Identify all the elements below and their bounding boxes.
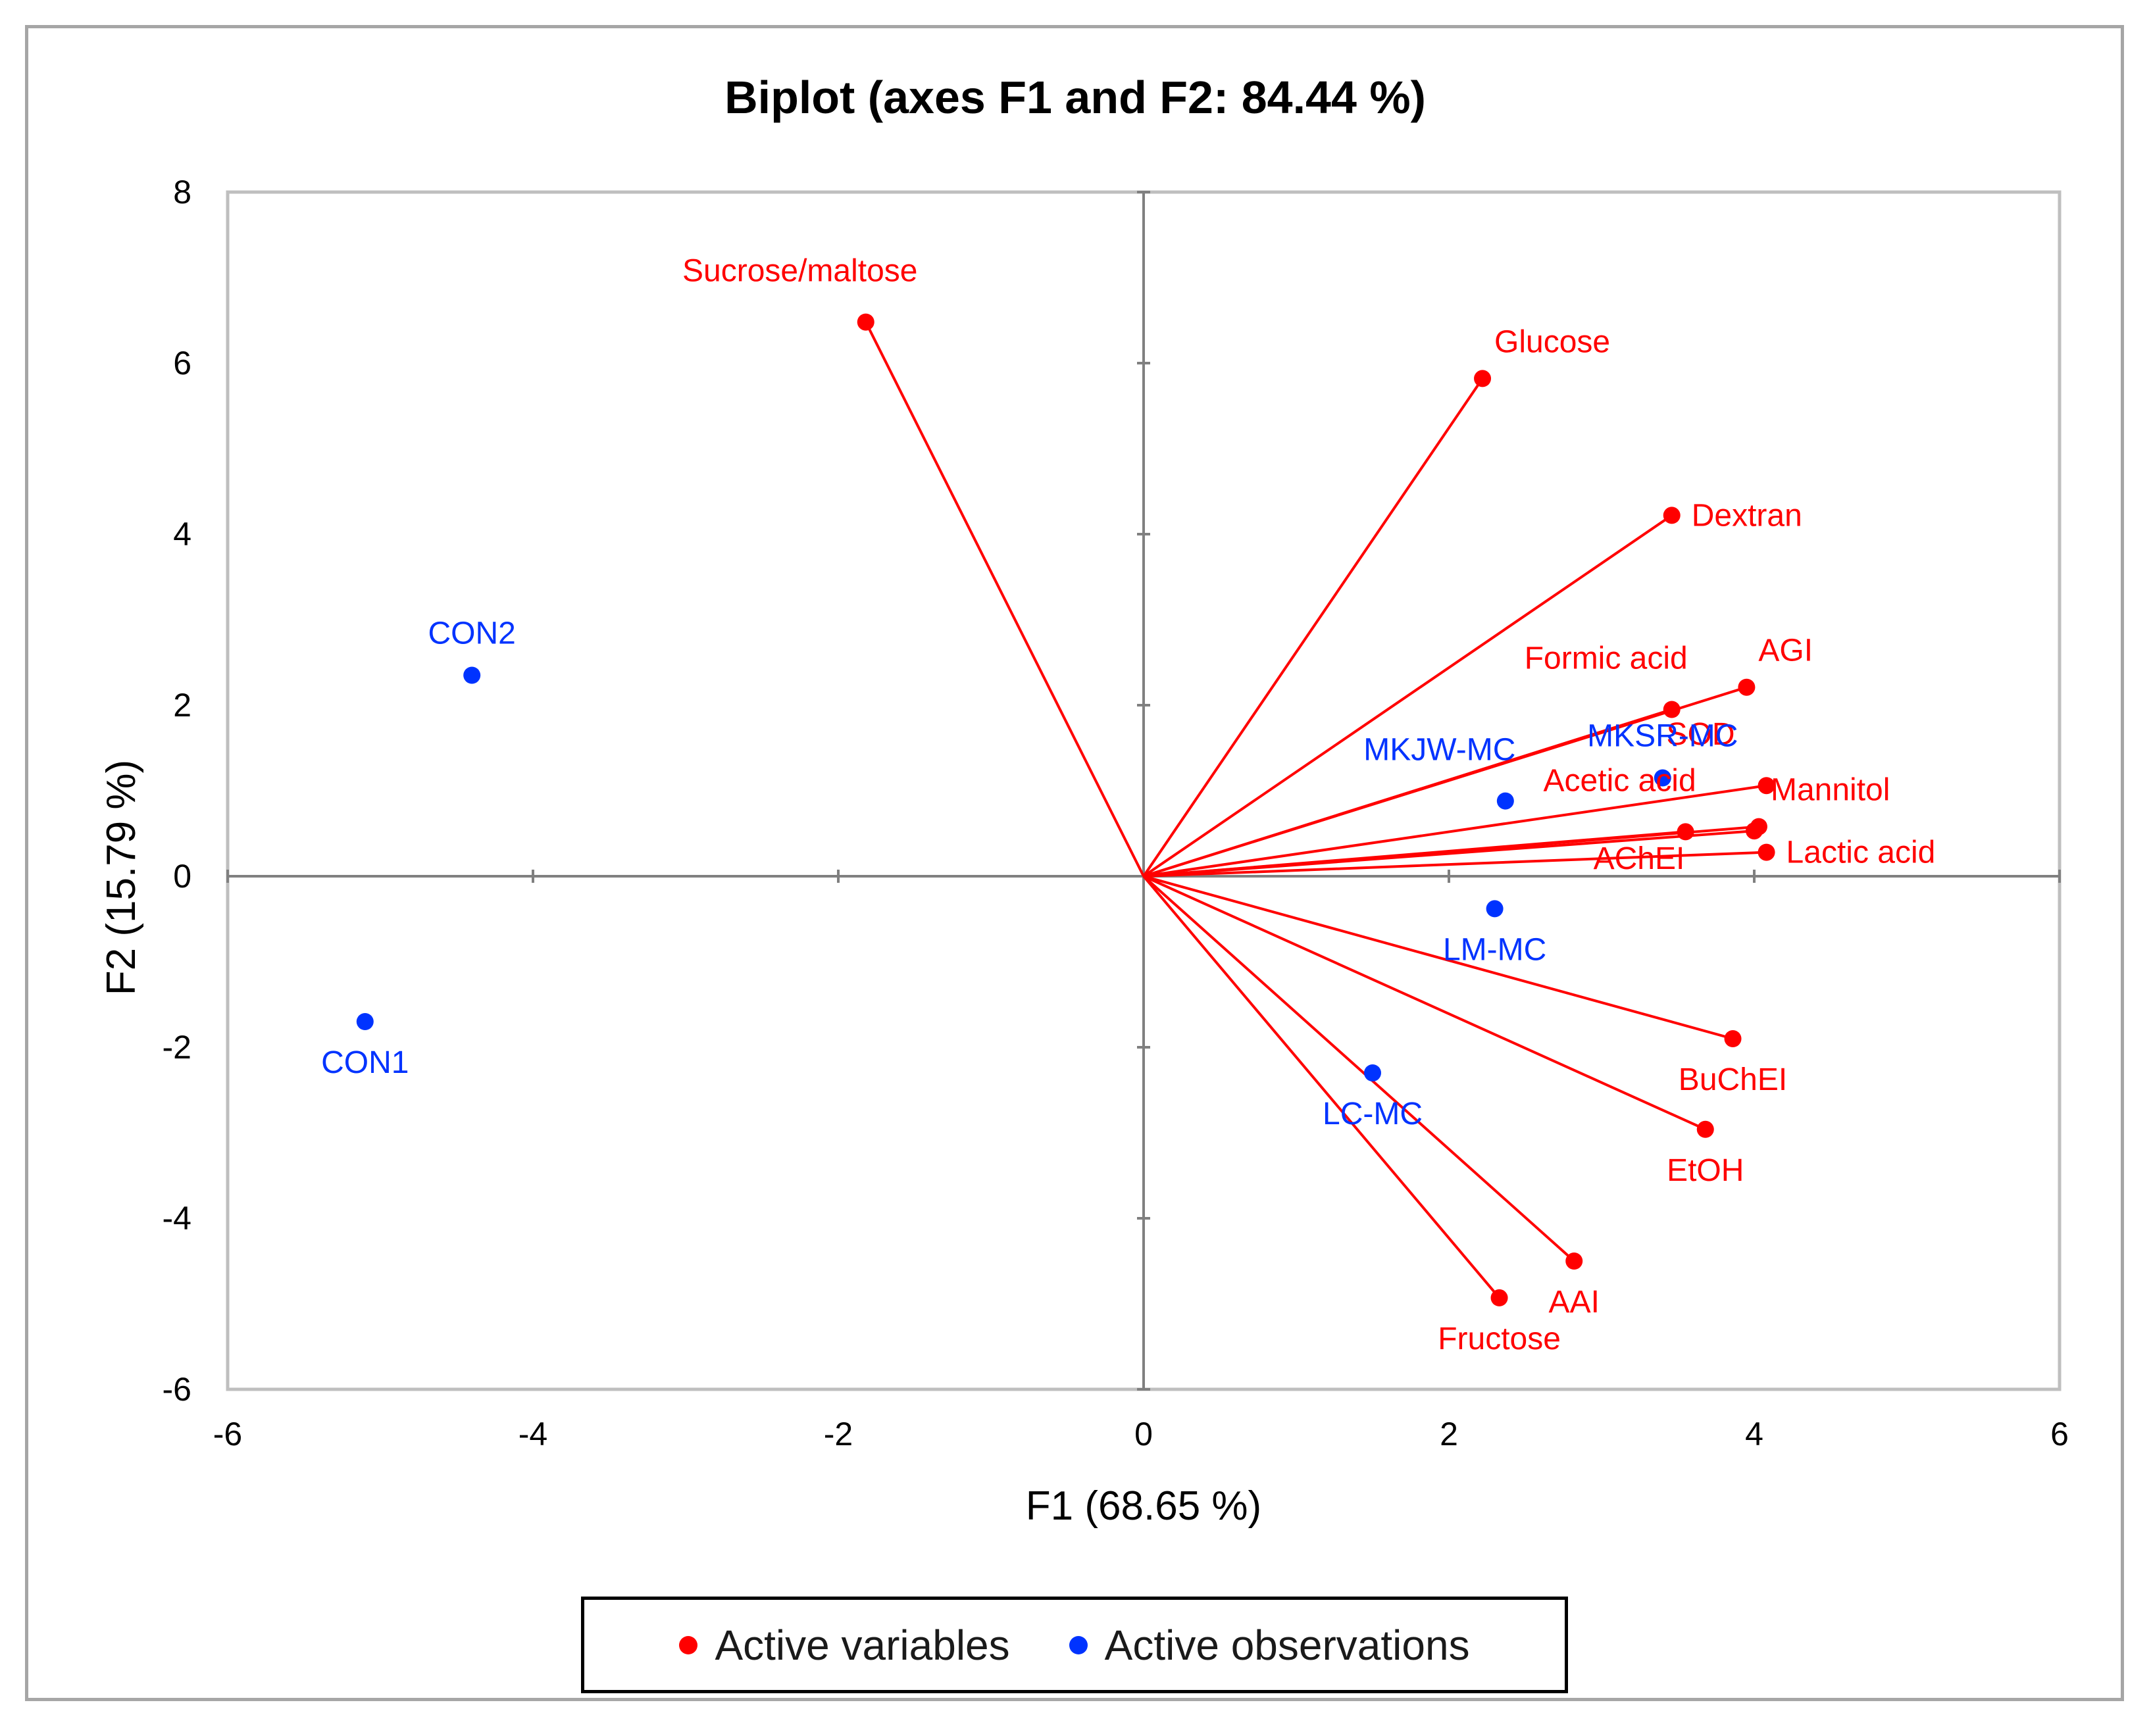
observation-point-con1 [356,1013,374,1030]
legend-label-observations: Active observations [1104,1621,1470,1669]
chart-title: Biplot (axes F1 and F2: 84.44 %) [724,72,1426,123]
figure-frame [25,25,2124,1701]
variable-point-etoh [1696,1120,1714,1138]
variable-label-lactic-acid: Lactic acid [1786,835,1936,870]
observation-label-con2: CON2 [428,616,516,651]
y-tick-label: 2 [173,687,191,724]
vector-sod [1143,784,1767,878]
variable-point-aai [1565,1252,1583,1270]
y-tick-label: 0 [173,858,191,895]
observation-label-mkjw-mc: MKJW-MC [1363,733,1515,768]
variable-point-dextran [1663,507,1681,524]
x-tick-label: -6 [213,1416,242,1452]
x-tick-label: 4 [1745,1416,1763,1452]
x-tick-label: 2 [1440,1416,1458,1452]
y-tick-label: -4 [163,1200,191,1237]
x-tick-label: 0 [1134,1416,1153,1452]
vector-dextran [1142,514,1673,878]
y-tick-label: -2 [163,1029,191,1066]
variable-point-glucose [1474,370,1492,387]
variable-label-glucose: Glucose [1494,324,1610,359]
observation-label-lm-mc: LM-MC [1443,932,1546,967]
x-tick-label: 6 [2050,1416,2069,1452]
variable-point-achei [1746,822,1763,840]
vector-glucose [1142,378,1484,878]
variable-label-achei: AChEI [1594,841,1685,876]
variable-label-fructose: Fructose [1438,1322,1561,1356]
y-axis-label: F2 (15.79 %) [99,760,144,995]
vector-etoh [1143,875,1706,1131]
observation-label-con1: CON1 [321,1045,409,1080]
legend-dot-observations [1069,1635,1088,1654]
variable-label-sucrose-maltose: Sucrose/maltose [682,254,918,289]
observation-label-lc-mc: LC-MC [1323,1097,1423,1131]
legend-dot-variables [679,1635,698,1654]
y-tick-label: 4 [173,516,191,553]
variable-point-sucrose-maltose [857,313,874,331]
vector-buchei [1143,875,1734,1040]
legend-item-observations: Active observations [1069,1621,1470,1670]
legend-item-variables: Active variables [679,1621,1010,1670]
legend: Active variables Active observations [581,1597,1568,1693]
observation-label-mksr-mc: MKSR-MC [1587,719,1738,754]
y-tick-label: -6 [163,1371,191,1408]
observation-point-lc-mc [1364,1064,1381,1081]
variable-point-sod [1758,777,1775,795]
variable-label-dextran: Dextran [1692,498,1802,533]
variable-point-buchei [1724,1030,1742,1047]
vector-aai [1142,875,1575,1262]
observation-point-con2 [463,666,481,684]
observation-point-lm-mc [1486,900,1504,918]
y-tick-label: 6 [173,345,191,382]
observation-point-mkjw-mc [1496,792,1514,810]
variable-label-buchei: BuChEI [1679,1062,1787,1097]
variable-point-formic-acid [1663,701,1681,718]
legend-label-variables: Active variables [715,1621,1010,1669]
variable-label-mannitol: Mannitol [1771,773,1890,808]
vector-achei [1143,830,1755,878]
variable-label-agi: AGI [1758,633,1813,668]
variable-point-acetic-acid [1677,823,1694,841]
variable-label-aai: AAI [1549,1285,1600,1320]
variable-point-lactic-acid [1758,843,1775,861]
x-axis-label: F1 (68.65 %) [1026,1483,1261,1529]
x-tick-label: -4 [519,1416,547,1452]
vector-fructose [1142,875,1501,1299]
variable-label-etoh: EtOH [1667,1153,1744,1188]
variable-point-fructose [1490,1289,1508,1306]
y-tick-label: 8 [173,174,191,211]
variable-label-formic-acid: Formic acid [1525,641,1688,676]
vector-formic-acid [1143,708,1673,878]
vector-lactic-acid [1143,851,1767,878]
x-tick-label: -2 [824,1416,853,1452]
variable-point-agi [1738,678,1756,696]
observation-point-mksr-mc [1654,769,1671,787]
variable-label-acetic-acid: Acetic acid [1544,763,1696,798]
vector-sucrose-maltose [864,321,1145,877]
variable-label-sod: SOD [1667,717,1735,752]
